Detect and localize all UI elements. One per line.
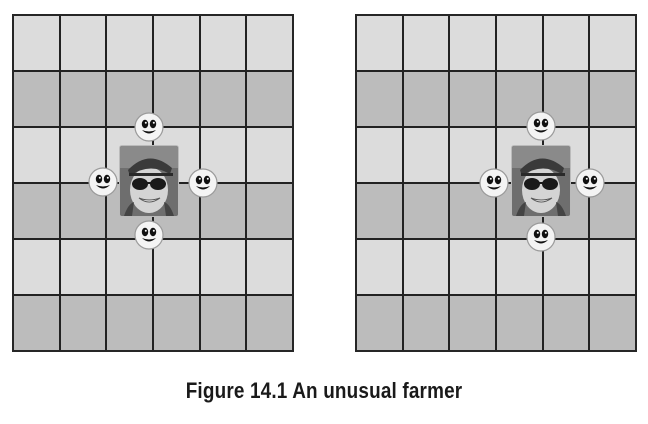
grid-cell: [450, 296, 495, 350]
grid-cell: [200, 16, 246, 70]
smiley-icon: [575, 168, 605, 198]
grid-cell: [14, 240, 59, 294]
grid-cell: [14, 128, 59, 182]
grid-cell: [403, 128, 449, 182]
grid-cell: [403, 72, 449, 126]
grid-cell: [450, 16, 495, 70]
grid-cell: [590, 240, 635, 294]
grid-cell: [357, 16, 402, 70]
grid-cell: [590, 296, 635, 350]
smiley-icon: [188, 168, 218, 198]
grid-cell: [450, 72, 495, 126]
grid-panel-right: [355, 14, 637, 352]
grid-cell: [357, 184, 402, 238]
smiley-icon: [526, 111, 556, 141]
smiley-icon: [134, 112, 164, 142]
grid-cell: [357, 240, 402, 294]
smiley-icon: [134, 220, 164, 250]
grid-cell: [403, 184, 449, 238]
grid-cell: [60, 296, 106, 350]
grid-cell: [200, 296, 246, 350]
grid-cell: [200, 72, 246, 126]
grid-cell: [403, 16, 449, 70]
grid-cell: [590, 16, 635, 70]
smiley-icon: [526, 222, 556, 252]
grid-cell: [247, 16, 292, 70]
grid-cell: [543, 16, 589, 70]
grid-cell: [543, 296, 589, 350]
grid-cell: [357, 72, 402, 126]
farmer-photo: [512, 146, 570, 216]
smiley-icon: [88, 167, 118, 197]
grid-cell: [154, 296, 199, 350]
grid-cell: [14, 16, 59, 70]
grid-cell: [107, 296, 152, 350]
grid-cell: [357, 296, 402, 350]
grid-cell: [403, 296, 449, 350]
grid-cell: [14, 296, 59, 350]
grid-cell: [200, 240, 246, 294]
grid-cell: [590, 72, 635, 126]
grid-cell: [497, 296, 542, 350]
farm-grid: [12, 14, 294, 352]
grid-cell: [14, 184, 59, 238]
grid-cell: [543, 240, 589, 294]
grid-cell: [403, 240, 449, 294]
grid-cell: [154, 72, 199, 126]
grid-cell: [247, 184, 292, 238]
grid-cell: [107, 240, 152, 294]
farmer-photo: [120, 146, 178, 216]
grid-cell: [154, 16, 199, 70]
grid-cell: [247, 72, 292, 126]
grid-cell: [357, 128, 402, 182]
grid-cell: [14, 72, 59, 126]
grid-cell: [450, 240, 495, 294]
grid-cell: [60, 72, 106, 126]
grid-cell: [247, 128, 292, 182]
grid-cell: [154, 240, 199, 294]
smiley-icon: [479, 168, 509, 198]
grid-cell: [60, 240, 106, 294]
grid-panel-left: [12, 14, 294, 352]
grid-cell: [247, 296, 292, 350]
grid-cell: [497, 16, 542, 70]
grid-cell: [247, 240, 292, 294]
grid-cell: [107, 16, 152, 70]
figure-caption: Figure 14.1 An unusual farmer: [185, 378, 463, 403]
grid-cell: [60, 16, 106, 70]
